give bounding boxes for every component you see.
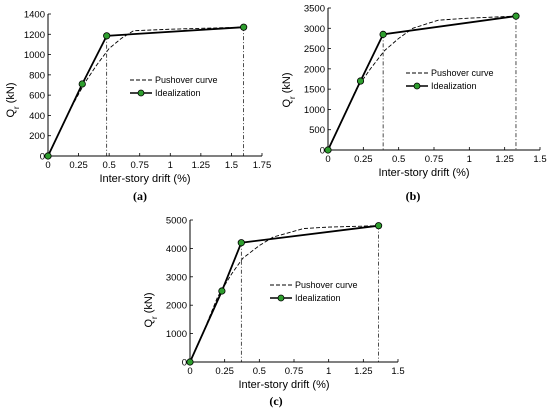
y-tick-label: 0 xyxy=(320,146,325,157)
x-tick-label: 0.25 xyxy=(69,160,88,171)
x-tick-label: 0.75 xyxy=(425,154,444,165)
legend-marker-idealization xyxy=(277,294,285,302)
y-tick-label: 5000 xyxy=(166,216,187,227)
idealization-point xyxy=(356,77,365,85)
legend-label-pushover: Pushover curve xyxy=(295,280,358,290)
y-tick-label: 4000 xyxy=(166,244,187,255)
x-tick-label: 0 xyxy=(187,366,192,377)
x-axis-label: Inter-story drift (%) xyxy=(378,167,469,179)
y-axis-label: Qr (kN) xyxy=(143,292,159,327)
y-tick-label: 3000 xyxy=(304,24,325,35)
legend: Pushover curve Idealization xyxy=(270,280,358,303)
legend-marker-idealization xyxy=(137,89,145,97)
y-tick-label: 1000 xyxy=(166,329,187,340)
y-tick-label: 1200 xyxy=(24,30,45,41)
y-tick-label: 2500 xyxy=(304,44,325,55)
y-tick-label: 3500 xyxy=(304,4,325,15)
x-tick-label: 1.25 xyxy=(495,154,514,165)
y-axis-label: Qr (kN) xyxy=(281,72,297,107)
subplot-label: (a) xyxy=(133,189,147,203)
idealization-point xyxy=(240,23,248,31)
y-tick-label: 1000 xyxy=(304,105,325,116)
subplot-1: 0 0.25 0.5 0.75 1 1.25 1.5 0 500 1000 1500 2000 2500… xyxy=(281,4,547,204)
idealization-point xyxy=(186,358,194,366)
idealization-point xyxy=(512,12,520,20)
legend-label-idealization: Idealization xyxy=(155,88,201,98)
idealization-point xyxy=(237,239,245,247)
series-pushover-line xyxy=(47,26,244,157)
legend-label-idealization: Idealization xyxy=(431,81,477,91)
x-tick-label: 0 xyxy=(45,160,50,171)
legend: Pushover curve Idealization xyxy=(406,68,494,91)
subplot-label: (c) xyxy=(269,394,282,408)
x-tick-label: 1.5 xyxy=(225,160,238,171)
y-tick-label: 1400 xyxy=(24,10,45,21)
x-tick-label: 0.75 xyxy=(130,160,149,171)
x-axis-label: Inter-story drift (%) xyxy=(238,379,329,391)
idealization-point xyxy=(379,30,387,38)
series-pushover-line xyxy=(327,15,516,151)
x-tick-label: 1.5 xyxy=(391,366,404,377)
x-tick-label: 0.75 xyxy=(285,366,304,377)
x-tick-label: 0.5 xyxy=(392,154,405,165)
idealization-point xyxy=(324,146,332,154)
legend-label-idealization: Idealization xyxy=(295,293,341,303)
x-tick-label: 1 xyxy=(168,160,173,171)
y-tick-label: 2000 xyxy=(304,64,325,75)
x-tick-label: 0.25 xyxy=(215,366,234,377)
subplot-0: 0 0.25 0.5 0.75 1 1.25 1.5 1.75 0 200 400 600 800 100… xyxy=(5,10,271,204)
x-axis-label: Inter-story drift (%) xyxy=(99,173,190,185)
x-tick-label: 1.75 xyxy=(253,160,272,171)
subplot-2: 0 0.25 0.5 0.75 1 1.25 1.5 0 1000 2000 3000 4000 500… xyxy=(143,216,405,409)
x-tick-label: 1.5 xyxy=(533,154,546,165)
y-tick-label: 3000 xyxy=(166,272,187,283)
series-idealization-line xyxy=(189,224,379,363)
idealization-point xyxy=(103,32,111,40)
series-idealization-line xyxy=(47,26,244,157)
idealization-point xyxy=(218,287,226,295)
y-tick-label: 600 xyxy=(29,91,45,102)
y-tick-label: 2000 xyxy=(166,301,187,312)
x-tick-label: 0.5 xyxy=(253,366,266,377)
y-axis-label: Qr (kN) xyxy=(5,82,21,117)
y-tick-label: 0 xyxy=(40,152,45,163)
y-tick-label: 400 xyxy=(29,111,45,122)
x-tick-label: 0.25 xyxy=(354,154,373,165)
x-tick-label: 0 xyxy=(325,154,330,165)
legend-marker-idealization xyxy=(413,82,421,90)
idealization-point xyxy=(78,80,86,88)
idealization-point xyxy=(374,222,383,230)
legend-label-pushover: Pushover curve xyxy=(155,75,218,85)
y-tick-label: 800 xyxy=(29,70,45,81)
idealization-point xyxy=(44,152,52,160)
series-pushover-line xyxy=(189,225,379,363)
y-tick-label: 0 xyxy=(182,358,187,369)
x-tick-label: 1.25 xyxy=(354,366,373,377)
x-tick-label: 1.25 xyxy=(192,160,211,171)
x-tick-label: 0.5 xyxy=(103,160,116,171)
y-tick-label: 200 xyxy=(29,131,45,142)
x-tick-label: 1 xyxy=(467,154,472,165)
x-tick-label: 1 xyxy=(326,366,331,377)
legend: Pushover curve Idealization xyxy=(130,75,218,98)
y-tick-label: 1500 xyxy=(304,85,325,96)
subplot-label: (b) xyxy=(406,189,421,203)
legend-label-pushover: Pushover curve xyxy=(431,68,494,78)
y-tick-label: 1000 xyxy=(24,50,45,61)
y-tick-label: 500 xyxy=(309,125,325,136)
series-idealization-line xyxy=(327,15,517,151)
